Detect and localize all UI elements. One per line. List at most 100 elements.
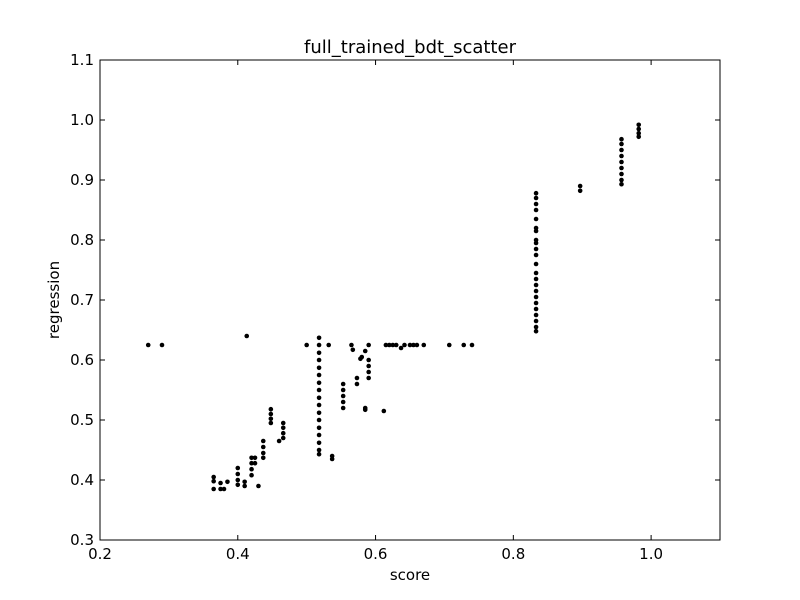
data-point bbox=[619, 171, 624, 177]
data-point bbox=[393, 342, 399, 348]
data-point bbox=[636, 126, 642, 132]
data-point bbox=[235, 477, 241, 483]
chart-title: full_trained_bdt_scatter bbox=[304, 37, 517, 58]
data-point bbox=[242, 479, 247, 485]
x-tick-label: 0.8 bbox=[501, 545, 525, 563]
data-point bbox=[316, 350, 322, 356]
data-point bbox=[249, 466, 254, 472]
data-point bbox=[636, 122, 642, 128]
data-point bbox=[235, 471, 241, 477]
y-axis-label: regression bbox=[45, 261, 63, 339]
data-point bbox=[366, 363, 371, 369]
data-point bbox=[383, 342, 389, 348]
data-point bbox=[316, 451, 322, 457]
data-point bbox=[366, 375, 371, 381]
data-point bbox=[268, 406, 274, 412]
data-point bbox=[316, 387, 322, 393]
data-point bbox=[533, 288, 539, 294]
data-point bbox=[533, 306, 539, 312]
y-tick-label: 1.0 bbox=[70, 111, 94, 129]
y-tick-label: 0.5 bbox=[70, 411, 94, 429]
data-point bbox=[304, 342, 309, 348]
x-tick-label: 1.0 bbox=[639, 545, 663, 563]
data-point bbox=[366, 369, 371, 375]
data-point bbox=[235, 465, 241, 471]
x-tick-label: 0.4 bbox=[226, 545, 250, 563]
data-point bbox=[411, 342, 416, 348]
data-point bbox=[280, 430, 286, 436]
data-point bbox=[362, 407, 368, 413]
data-point bbox=[533, 207, 539, 213]
data-point bbox=[225, 479, 230, 485]
data-point bbox=[260, 455, 266, 461]
data-point bbox=[362, 348, 368, 354]
data-point bbox=[145, 342, 151, 348]
y-tick-label: 0.4 bbox=[70, 471, 94, 489]
data-point bbox=[533, 195, 539, 201]
data-point bbox=[326, 342, 332, 348]
data-point bbox=[619, 153, 624, 159]
data-point bbox=[242, 483, 247, 489]
data-point bbox=[619, 165, 624, 171]
data-point bbox=[280, 435, 286, 441]
data-point bbox=[366, 342, 371, 348]
data-point bbox=[316, 365, 322, 371]
data-point bbox=[349, 342, 354, 348]
data-point bbox=[211, 478, 216, 484]
data-point bbox=[414, 342, 420, 348]
data-point bbox=[619, 141, 624, 147]
data-point bbox=[316, 357, 322, 363]
data-point bbox=[619, 159, 624, 165]
y-tick-label: 0.7 bbox=[70, 291, 94, 309]
data-point bbox=[421, 342, 427, 348]
data-point bbox=[252, 460, 258, 466]
data-point bbox=[350, 347, 356, 353]
data-point bbox=[316, 425, 322, 431]
data-point bbox=[316, 342, 322, 348]
plot-frame bbox=[99, 59, 721, 541]
data-point bbox=[340, 387, 346, 393]
data-point bbox=[359, 354, 365, 360]
data-point bbox=[533, 312, 539, 318]
data-point bbox=[533, 240, 539, 246]
data-point bbox=[619, 177, 624, 183]
axis-ticks: 0.2 0.4 0.6 0.8 1.0 0.3 0.4 0.5 0.6 0.7 0.8 0.9 1.0 1… bbox=[70, 51, 720, 563]
y-tick-label: 0.8 bbox=[70, 231, 94, 249]
data-point bbox=[268, 416, 274, 422]
data-point bbox=[218, 486, 223, 492]
data-point bbox=[619, 147, 624, 153]
data-point bbox=[354, 375, 360, 381]
data-point bbox=[533, 246, 539, 252]
data-point bbox=[316, 395, 322, 401]
data-point bbox=[316, 380, 322, 386]
data-point bbox=[533, 300, 539, 306]
data-point bbox=[446, 342, 452, 348]
data-point bbox=[316, 417, 322, 423]
data-point bbox=[354, 381, 360, 387]
data-points bbox=[145, 122, 642, 492]
data-point bbox=[398, 345, 404, 351]
data-point bbox=[461, 342, 467, 348]
data-point bbox=[268, 411, 274, 417]
data-point bbox=[533, 228, 539, 234]
data-point bbox=[280, 425, 286, 431]
data-point bbox=[533, 294, 539, 300]
data-point bbox=[316, 440, 322, 446]
data-point bbox=[533, 252, 539, 258]
data-point bbox=[252, 455, 258, 461]
data-point bbox=[533, 324, 539, 330]
data-point bbox=[256, 483, 261, 489]
data-point bbox=[260, 444, 266, 450]
data-point bbox=[366, 357, 371, 363]
y-tick-label: 1.1 bbox=[70, 51, 94, 69]
data-point bbox=[390, 342, 396, 348]
data-point bbox=[619, 181, 624, 187]
data-point bbox=[249, 460, 254, 466]
data-point bbox=[533, 216, 539, 222]
data-point bbox=[211, 486, 216, 492]
data-point bbox=[235, 482, 241, 488]
data-point bbox=[316, 447, 322, 453]
data-point bbox=[221, 486, 227, 492]
data-point bbox=[340, 393, 346, 399]
data-point bbox=[636, 130, 642, 136]
